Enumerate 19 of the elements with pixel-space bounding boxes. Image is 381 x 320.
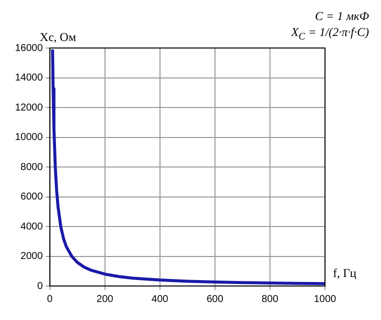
x-tick-label: 200 [96, 294, 114, 305]
y-axis-title: Xc, Ом [40, 30, 76, 44]
y-tick-label: 16000 [14, 42, 44, 54]
y-tick-label: 2000 [20, 251, 44, 262]
x-tick-label: 0 [47, 294, 54, 305]
x-tick-label: 1000 [314, 294, 337, 305]
y-tick-label: 0 [37, 280, 44, 292]
x-tick-label: 600 [206, 294, 224, 305]
y-tick-label: 14000 [14, 72, 44, 84]
x-tick-label: 800 [262, 294, 279, 305]
y-tick-label: 4000 [20, 221, 44, 232]
y-tick-label: 8000 [20, 162, 44, 173]
x-axis-title: f, Гц [333, 266, 357, 280]
y-tick-label: 6000 [20, 192, 44, 202]
x-tick-label: 400 [152, 294, 169, 305]
y-tick-label: 12000 [14, 102, 44, 114]
y-tick-label: 10000 [14, 132, 44, 143]
text: C = 1 мкФ [314, 8, 369, 24]
text: X$_{C}$ = 1/(2·π·f·C) [291, 24, 369, 44]
